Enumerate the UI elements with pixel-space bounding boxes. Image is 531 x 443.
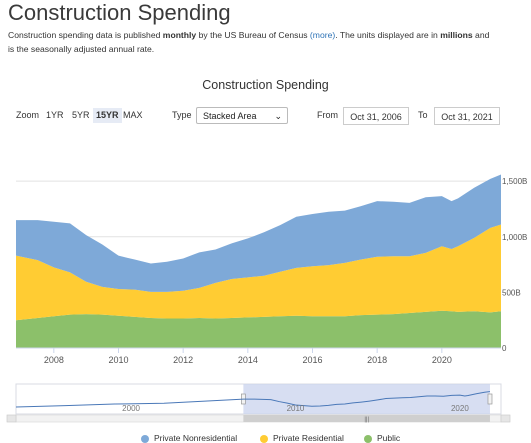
area-public [16,310,501,348]
x-tick-label: 2014 [238,355,258,365]
y-tick-label: 1,500B [502,177,527,186]
legend-marker [260,434,268,443]
area-private-nonresidential [16,174,501,292]
from-date-input[interactable]: Oct 31, 2006 [343,107,409,125]
navigator-year-label: 2000 [122,404,140,413]
scroll-left-button[interactable] [6,414,17,423]
navigator-selection[interactable] [243,384,490,414]
x-tick-label: 2012 [173,355,193,365]
legend-item-public[interactable]: Public [364,433,400,443]
x-tick-label: 2008 [44,355,64,365]
x-tick-label: 2018 [367,355,387,365]
area-private-residential [16,224,501,321]
zoom-5yr-button[interactable]: 5YR [72,110,90,120]
zoom-max-button[interactable]: MAX [123,110,143,120]
x-tick-label: 2010 [108,355,128,365]
page-description: Construction spending data is published … [8,30,490,54]
chart-title: Construction Spending [202,78,329,92]
to-date-input[interactable]: Oct 31, 2021 [434,107,500,125]
x-tick-label: 2016 [302,355,322,365]
scrollbar-grip-icon: ||| [364,417,369,423]
y-tick-label: 500B [502,288,521,297]
chart-type-select[interactable]: Stacked Area ⌄ [196,107,288,124]
y-tick-label: 0 [502,344,507,353]
from-label: From [317,110,338,120]
to-label: To [418,110,428,120]
type-label: Type [172,110,192,120]
x-tick-label: 2020 [432,355,452,365]
navigator-series-line [15,391,491,408]
navigator-year-label: 2020 [451,404,469,413]
navigator-year-label: 2010 [287,404,305,413]
y-tick-label: 1,000B [502,233,527,242]
legend-item-private-residential[interactable]: Private Residential [260,433,344,443]
navigator-right-handle[interactable] [487,393,493,405]
chevron-down-icon: ⌄ [274,111,282,121]
legend-item-private-nonresidential[interactable]: Private Nonresidential [141,433,237,443]
page-title: Construction Spending [8,0,231,25]
navigator-scrollbar-thumb[interactable] [243,415,490,422]
legend-marker [141,434,149,443]
legend-marker [364,434,372,443]
more-link[interactable]: (more) [309,30,336,40]
zoom-15yr-button[interactable]: 15YR [93,108,122,123]
scroll-right-button[interactable] [500,414,511,423]
zoom-label: Zoom [16,110,40,120]
zoom-1yr-button[interactable]: 1YR [46,110,64,120]
